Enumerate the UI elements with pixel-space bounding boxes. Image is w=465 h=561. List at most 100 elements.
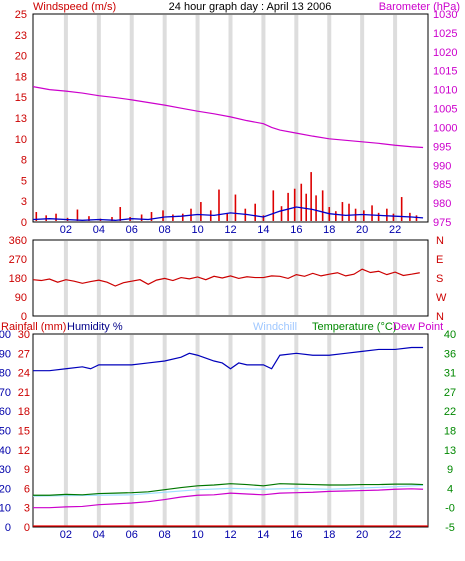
x-tick-label: 10	[191, 224, 203, 236]
rainfall-tick-label: 24	[18, 368, 30, 380]
barometer-tick-label: 980	[433, 198, 451, 210]
barometer-tick-label: 1000	[433, 122, 457, 134]
windspeed-tick-label: 10	[15, 134, 27, 146]
x-tick-label: 02	[60, 224, 72, 236]
barometer-axis-label: Barometer (hPa)	[379, 1, 460, 13]
direction-compass-tick-label: N	[436, 235, 444, 247]
humidity-tick-label: 60	[0, 406, 11, 418]
humidity-tick-label: 40	[0, 445, 11, 457]
barometer-tick-label: 1025	[433, 28, 457, 40]
direction-degree-tick-labels: 0 90 180 270 360	[9, 235, 27, 323]
direction-degree-tick-label: 270	[9, 254, 27, 266]
humidity-tick-label: 0	[5, 522, 11, 534]
x-tick-label: 08	[159, 224, 171, 236]
x-tick-label: 22	[389, 529, 401, 541]
windchill-line	[32, 484, 424, 497]
rainfall-tick-label: 6	[24, 483, 30, 495]
windspeed-tick-label: 13	[15, 113, 27, 125]
humidity-tick-label: 100	[0, 329, 11, 341]
rainfall-tick-label: 15	[18, 426, 30, 438]
direction-panel-grid	[63, 241, 398, 315]
windspeed-tick-label: 8	[21, 155, 27, 167]
barometer-tick-label: 990	[433, 160, 451, 172]
rainfall-tick-label: 30	[18, 329, 30, 341]
direction-compass-tick-label: E	[436, 254, 443, 266]
windspeed-tick-labels: 0 3 5 8 10 13 15 18 20 23 25	[15, 9, 27, 229]
temperature-tick-label: -5	[445, 522, 455, 534]
temperature-line	[33, 483, 424, 496]
climate-panel-grid	[63, 335, 398, 526]
x-tick-label: 08	[159, 529, 171, 541]
direction-degree-tick-label: 0	[21, 311, 27, 323]
windspeed-line	[32, 206, 424, 221]
wind-panel-frame	[32, 13, 429, 223]
temperature-axis-label: Temperature (°C)	[312, 321, 396, 333]
windspeed-tick-label: 20	[15, 51, 27, 63]
temperature-tick-label: 9	[447, 464, 453, 476]
barometer-tick-labels: 975 980 985 990 995 1000 1005 1010 1015 1020 1025 1…	[433, 9, 457, 229]
humidity-tick-labels: 0 10 20 30 40 50 60 70 80 90 100	[0, 329, 11, 534]
humidity-line	[33, 346, 424, 372]
x-tick-label: 02	[60, 529, 72, 541]
x-tick-label: 06	[126, 529, 138, 541]
temperature-tick-label: 40	[444, 329, 456, 341]
x-tick-label: 12	[224, 224, 236, 236]
temperature-tick-labels: -5 -0 4 9 13 18 22 27 31 36 40	[444, 329, 456, 534]
rainfall-tick-label: 27	[18, 348, 30, 360]
wind-panel-marks	[32, 86, 424, 221]
x-tick-label: 20	[356, 529, 368, 541]
x-tick-label: 04	[93, 224, 105, 236]
barometer-tick-label: 975	[433, 217, 451, 229]
humidity-tick-label: 20	[0, 483, 11, 495]
windspeed-tick-label: 25	[15, 9, 27, 21]
x-tick-label: 18	[323, 224, 335, 236]
wind-direction-line	[32, 268, 420, 287]
humidity-tick-label: 90	[0, 348, 11, 360]
barometer-line	[32, 86, 424, 149]
windspeed-tick-label: 23	[15, 30, 27, 42]
barometer-tick-label: 1005	[433, 104, 457, 116]
barometer-tick-label: 1010	[433, 85, 457, 97]
x-tick-label: 20	[356, 224, 368, 236]
barometer-tick-label: 995	[433, 141, 451, 153]
direction-compass-tick-label: W	[436, 292, 447, 304]
rainfall-tick-label: 18	[18, 406, 30, 418]
rainfall-tick-label: 12	[18, 445, 30, 457]
windspeed-axis-label: Windspeed (m/s)	[33, 1, 116, 13]
direction-degree-tick-label: 360	[9, 235, 27, 247]
barometer-tick-label: 985	[433, 179, 451, 191]
temperature-tick-label: 31	[444, 368, 456, 380]
barometer-tick-label: 1015	[433, 66, 457, 78]
x-tick-label: 10	[191, 529, 203, 541]
windspeed-tick-label: 18	[15, 71, 27, 83]
windspeed-tick-label: 5	[21, 175, 27, 187]
windspeed-tick-label: 0	[21, 217, 27, 229]
rainfall-axis-label: Rainfall (mm)	[1, 321, 66, 333]
temperature-tick-label: 18	[444, 426, 456, 438]
x-tick-label: 16	[290, 529, 302, 541]
temperature-tick-label: 22	[444, 406, 456, 418]
climate-panel-x-tick-labels: 02 04 06 08 10 12 14 16 18 20 22	[60, 529, 401, 541]
direction-degree-tick-label: 180	[9, 273, 27, 285]
direction-panel-marks	[32, 268, 420, 287]
rainfall-tick-label: 9	[24, 464, 30, 476]
climate-panel-frame	[32, 333, 429, 528]
barometer-tick-label: 1030	[433, 9, 457, 21]
windchill-axis-label: Windchill	[253, 321, 297, 333]
wind-panel-grid	[63, 15, 398, 221]
humidity-axis-label: Humidity %	[67, 321, 123, 333]
temperature-tick-label: 36	[444, 348, 456, 360]
temperature-tick-label: -0	[445, 503, 455, 515]
chart-title: 24 hour graph day : April 13 2006	[169, 1, 332, 13]
rainfall-tick-label: 3	[24, 503, 30, 515]
wind-panel-x-tick-labels: 02 04 06 08 10 12 14 16 18 20 22	[60, 224, 401, 236]
humidity-tick-label: 30	[0, 464, 11, 476]
x-tick-label: 22	[389, 224, 401, 236]
x-tick-label: 14	[257, 529, 269, 541]
humidity-tick-label: 10	[0, 503, 11, 515]
x-tick-label: 14	[257, 224, 269, 236]
dewpoint-line	[33, 488, 424, 509]
